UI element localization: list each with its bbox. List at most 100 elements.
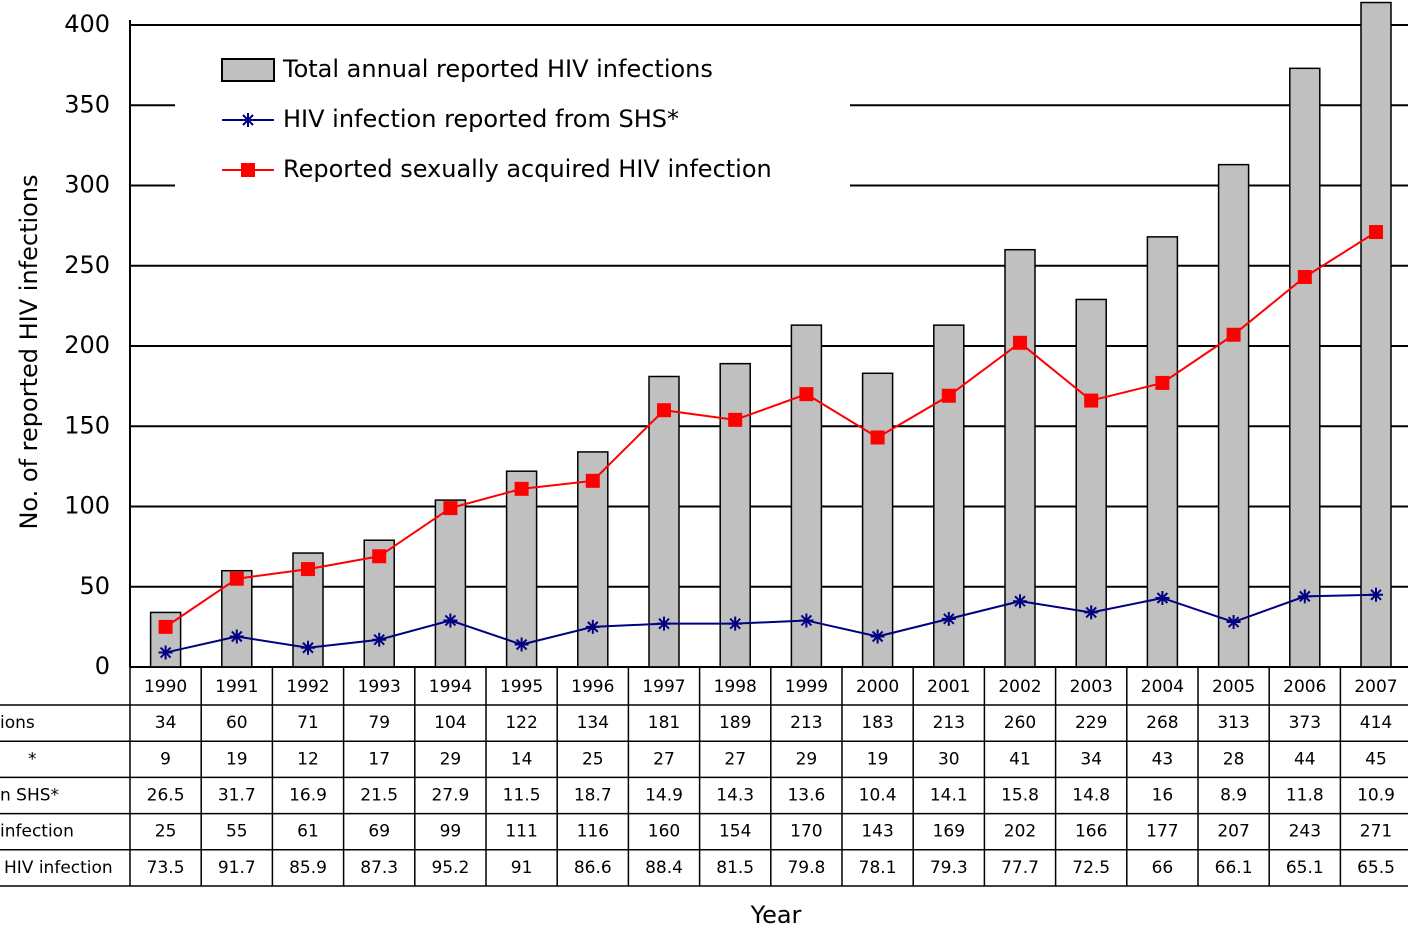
marker [1155, 375, 1170, 390]
table-cell: 122 [505, 713, 537, 733]
marker [158, 619, 173, 634]
y-tick-label: 100 [64, 492, 110, 520]
table-cell: 10.4 [859, 786, 897, 806]
table-cell: 27.9 [431, 786, 469, 806]
x-tick-label: 2003 [1070, 677, 1113, 697]
bar [790, 324, 823, 668]
table-cell: 26.5 [147, 786, 185, 806]
line [165, 593, 1377, 654]
marker [941, 388, 956, 403]
table-cell: 202 [1004, 822, 1036, 842]
table-cell: 34 [1080, 749, 1102, 769]
bar [861, 372, 894, 668]
bar [1289, 67, 1321, 668]
bar [1217, 163, 1250, 668]
marker [301, 562, 315, 577]
table-cell: 30 [938, 749, 960, 769]
table-cell: 65.5 [1357, 858, 1395, 878]
marker [229, 629, 244, 644]
table-cell: 14.8 [1072, 786, 1110, 806]
table-cell: 16 [1152, 786, 1174, 806]
table-cell: 79 [368, 713, 390, 733]
marker [585, 473, 600, 488]
table-cell: 154 [719, 822, 751, 842]
table-cell: 60 [226, 713, 248, 733]
table-cell: 78.1 [859, 858, 897, 878]
table-cell: 34 [155, 713, 177, 733]
row-label: n SHS* [0, 786, 59, 806]
marker [514, 481, 529, 496]
marker [728, 616, 743, 631]
y-tick-label: 0 [95, 652, 110, 680]
marker [799, 387, 814, 402]
bar [434, 499, 467, 668]
y-tick-label: 200 [64, 331, 110, 359]
table-cell: 27 [724, 749, 746, 769]
table-cell: 43 [1152, 749, 1174, 769]
marker [514, 637, 529, 652]
y-tick-label: 250 [64, 251, 110, 279]
marker [1369, 225, 1383, 240]
table-cell: 169 [933, 822, 965, 842]
table-cell: 183 [861, 713, 893, 733]
table-cell: 29 [796, 749, 818, 769]
table-cell: 14.1 [930, 786, 968, 806]
table-cell: 14.9 [645, 786, 683, 806]
table-cell: 28 [1223, 749, 1245, 769]
table-cell: 13.6 [787, 786, 825, 806]
marker [372, 632, 387, 647]
table-cell: 95.2 [431, 858, 469, 878]
legend-swatch [221, 58, 275, 82]
y-tick-label: 150 [64, 411, 110, 439]
table-cell: 99 [440, 822, 462, 842]
marker [1226, 615, 1241, 630]
table-cell: 79.3 [930, 858, 968, 878]
marker [1155, 590, 1170, 605]
table-cell: 65.1 [1286, 858, 1324, 878]
table-cell: 88.4 [645, 858, 683, 878]
marker [1226, 327, 1241, 342]
table-cell: 66.1 [1215, 858, 1253, 878]
marker [1297, 589, 1312, 604]
table-cell: 19 [226, 749, 248, 769]
table-cell: 116 [577, 822, 609, 842]
table-cell: 170 [790, 822, 822, 842]
table-cell: 77.7 [1001, 858, 1039, 878]
marker [870, 430, 885, 445]
marker [1084, 605, 1099, 620]
table-cell: 91.7 [218, 858, 256, 878]
x-tick-label: 1993 [358, 677, 401, 697]
table-cell: 14.3 [716, 786, 754, 806]
x-tick-label: 1990 [144, 677, 187, 697]
marker [1084, 393, 1099, 408]
table-cell: 19 [867, 749, 889, 769]
table-cell: 271 [1360, 822, 1392, 842]
table-cell: 104 [434, 713, 466, 733]
marker [941, 611, 956, 626]
table-cell: 87.3 [360, 858, 398, 878]
row-label: infection [0, 822, 74, 842]
table-cell: 72.5 [1072, 858, 1110, 878]
table-cell: 25 [155, 822, 177, 842]
table-cell: 17 [368, 749, 390, 769]
table-cell: 12 [297, 749, 319, 769]
table-cell: 189 [719, 713, 751, 733]
marker [443, 613, 458, 628]
marker [1013, 335, 1027, 350]
y-tick-label: 400 [64, 10, 110, 38]
table-cell: 86.6 [574, 858, 612, 878]
table-cell: 31.7 [218, 786, 256, 806]
y-tick-label: 50 [79, 572, 110, 600]
table-cell: 143 [861, 822, 893, 842]
marker [301, 640, 315, 655]
table-cell: 111 [505, 822, 537, 842]
row-label: HIV infection [4, 858, 113, 878]
marker [372, 549, 387, 564]
legend-label: HIV infection reported from SHS* [283, 105, 679, 133]
marker [1013, 594, 1027, 609]
table-cell: 10.9 [1357, 786, 1395, 806]
table-cell: 160 [648, 822, 680, 842]
table-cell: 9 [160, 749, 171, 769]
bar [1360, 1, 1392, 668]
